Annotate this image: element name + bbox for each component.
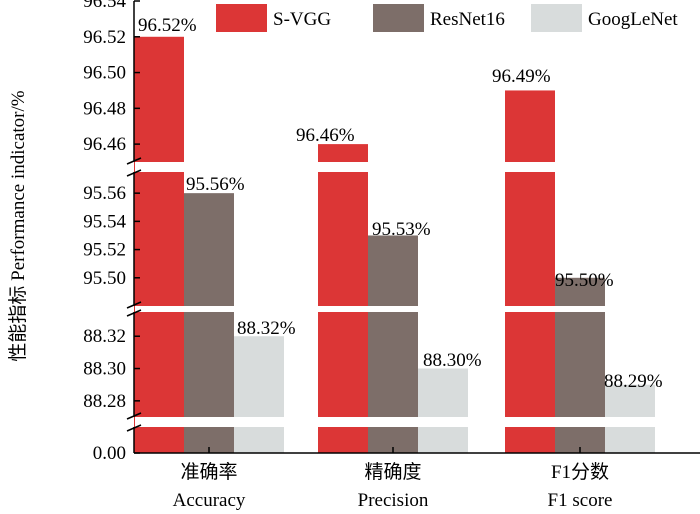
y-tick-label-96.54: 96.54 <box>83 0 126 12</box>
y-axis-title: 性能指标 Performance indicator/% <box>7 90 29 361</box>
data-label-resnet16-3: 95.50% <box>555 270 614 291</box>
category-label-en-3: F1 score <box>548 490 613 511</box>
y-axis-break-mark-2b <box>126 309 142 317</box>
y-axis-break-mark-3a <box>126 412 142 420</box>
y-tick-label-95.50: 95.50 <box>83 268 126 289</box>
y-axis-break-mark-2a <box>126 301 142 309</box>
y-tick-label-96.50: 96.50 <box>83 63 126 84</box>
axis-break-gap-2 <box>135 306 700 312</box>
bar-s-vgg-precision <box>318 144 368 453</box>
category-label-zh-3: F1分数 <box>551 461 609 483</box>
data-label-s-vgg-3: 96.49% <box>492 66 551 87</box>
data-label-s-vgg-2: 96.46% <box>296 125 355 146</box>
y-tick-label-95.54: 95.54 <box>83 211 126 232</box>
data-label-s-vgg-1: 96.52% <box>138 15 197 36</box>
bar-resnet16-precision <box>368 235 418 453</box>
y-axis-break-mark-1b <box>126 169 142 177</box>
legend-label-s-vgg: S-VGG <box>273 9 331 30</box>
y-axis-break-mark-3b <box>126 424 142 432</box>
bar-googlenet-precision <box>418 368 468 453</box>
y-tick-label-0.00: 0.00 <box>93 443 126 464</box>
data-label-googlenet-1: 88.32% <box>237 318 296 339</box>
y-tick-label-95.56: 95.56 <box>83 183 126 204</box>
data-label-googlenet-2: 88.30% <box>423 350 482 371</box>
legend-swatch-resnet16 <box>373 4 424 32</box>
legend-label-googlenet: GoogLeNet <box>588 9 678 30</box>
y-tick-label-88.28: 88.28 <box>83 391 126 412</box>
axis-break-gap-3 <box>135 417 700 427</box>
bar-googlenet-accuracy <box>234 336 284 453</box>
y-axis-break-mark-1a <box>126 157 142 165</box>
bar-resnet16-accuracy <box>184 193 234 453</box>
category-label-en-1: Accuracy <box>173 490 246 511</box>
data-label-resnet16-2: 95.53% <box>372 219 431 240</box>
y-tick-label-88.30: 88.30 <box>83 359 126 380</box>
y-tick-label-88.32: 88.32 <box>83 326 126 347</box>
y-tick-label-96.52: 96.52 <box>83 27 126 48</box>
data-label-resnet16-1: 95.56% <box>186 174 245 195</box>
data-label-googlenet-3: 88.29% <box>604 371 663 392</box>
category-label-en-2: Precision <box>358 490 429 511</box>
bar-s-vgg-accuracy <box>134 36 184 454</box>
y-tick-label-96.46: 96.46 <box>83 134 126 155</box>
y-tick-label-96.48: 96.48 <box>83 98 126 119</box>
axis-break-gap-1 <box>135 162 700 172</box>
y-tick-label-95.52: 95.52 <box>83 240 126 261</box>
category-label-zh-1: 准确率 <box>180 461 237 483</box>
bar-s-vgg-f1-score <box>505 90 555 453</box>
legend-swatch-googlenet <box>531 4 582 32</box>
legend-label-resnet16: ResNet16 <box>430 9 505 30</box>
legend-swatch-s-vgg <box>216 4 267 32</box>
category-label-zh-2: 精确度 <box>364 461 421 483</box>
